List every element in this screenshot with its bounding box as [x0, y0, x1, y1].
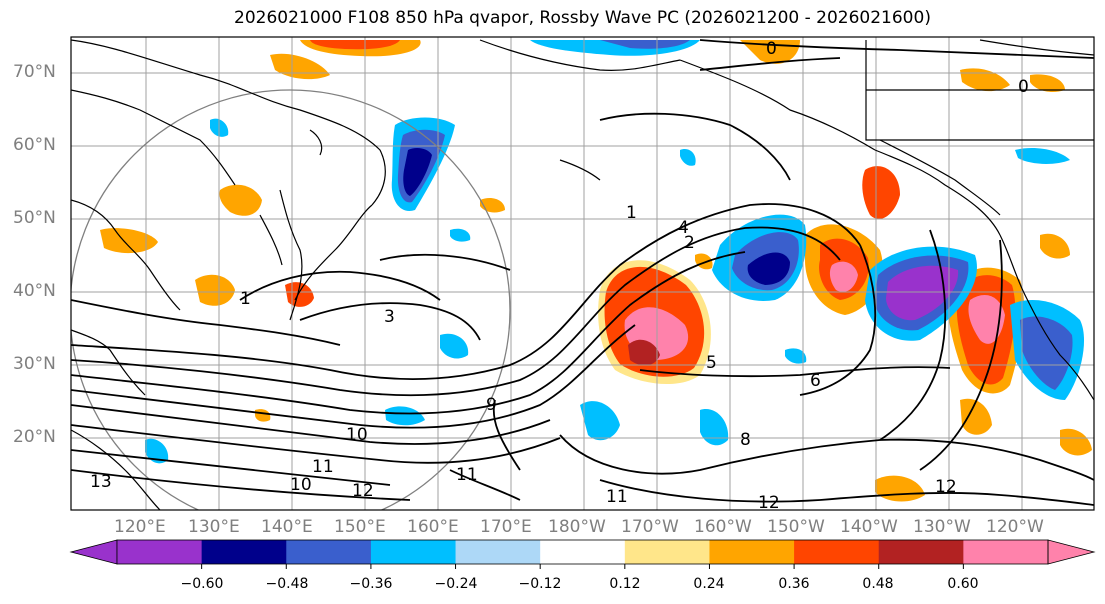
- colorbar-border: [116, 539, 1049, 565]
- contour-label: 1: [626, 203, 637, 223]
- contour-label: 12: [935, 477, 957, 497]
- contour-label: 6: [810, 371, 821, 391]
- lon-label: 140°E: [261, 517, 313, 537]
- lon-label: 160°E: [407, 517, 459, 537]
- contour-label: 8: [740, 430, 751, 450]
- map-title: 2026021000 F108 850 hPa qvapor, Rossby W…: [234, 8, 931, 28]
- lat-label: 70°N: [13, 62, 56, 82]
- lon-label: 150°W: [767, 517, 825, 537]
- colorbar-segment: [370, 540, 457, 564]
- lon-label: 120°E: [114, 517, 166, 537]
- lon-label: 130°E: [188, 517, 240, 537]
- colorbar-segment: [794, 540, 880, 564]
- colorbar-tick-label: −0.24: [434, 576, 478, 592]
- contour-label: 11: [312, 457, 334, 477]
- colorbar-tick-label: 0.60: [947, 576, 979, 592]
- lon-label: 140°W: [840, 517, 898, 537]
- colorbar-segment: [709, 540, 795, 564]
- contour-label: 9: [486, 395, 497, 415]
- colorbar-segment: [540, 540, 626, 564]
- colorbar-segment: [963, 540, 1049, 564]
- colorbar-tick-label: 0.36: [778, 576, 810, 592]
- contours: [71, 39, 1094, 506]
- colorbar-segment: [286, 540, 372, 564]
- colorbar-segment: [117, 540, 203, 564]
- contour-label: 13: [90, 472, 112, 492]
- lon-label: 120°W: [986, 517, 1044, 537]
- contour-label: 5: [706, 353, 717, 373]
- contour-label: 12: [352, 481, 374, 501]
- colorbar-tick-label: 0.48: [862, 576, 894, 592]
- lon-label: 160°W: [694, 517, 752, 537]
- lon-label: 150°E: [334, 517, 386, 537]
- colorbar-segment: [624, 540, 710, 564]
- colorbar-tick-label: −0.60: [180, 576, 224, 592]
- colorbar-arrow-right: [1047, 539, 1096, 565]
- map-border: [70, 36, 1095, 511]
- colorbar-tick-label: −0.48: [265, 576, 309, 592]
- graticule: [71, 37, 1094, 510]
- colorbar-segment: [878, 540, 964, 564]
- colorbar-tick-label: 0.24: [693, 576, 725, 592]
- contour-label: 1: [240, 289, 251, 309]
- contour-label: 11: [606, 487, 628, 507]
- colorbar-segment: [201, 540, 287, 564]
- contour-label: 0: [766, 39, 777, 59]
- lon-label: 130°W: [913, 517, 971, 537]
- lat-label: 40°N: [13, 281, 56, 301]
- colorbar-tick-label: −0.12: [518, 576, 562, 592]
- contour-label: 0: [1018, 77, 1029, 97]
- colorbar: [69, 539, 1096, 569]
- lon-label: 170°W: [621, 517, 679, 537]
- coastlines: [71, 39, 1094, 510]
- map-content: 0 0 1 1 2 3 4 5 6 8 9 10 10 11 11 11 12 …: [71, 37, 1094, 513]
- colorbar-tick-label: −0.36: [349, 576, 393, 592]
- lat-label: 30°N: [13, 354, 56, 374]
- contour-label: 4: [678, 218, 689, 238]
- lon-label: 180°W: [548, 517, 606, 537]
- lon-label: 170°E: [480, 517, 532, 537]
- colorbar-tick-label: 0.12: [609, 576, 641, 592]
- contour-label: 3: [384, 307, 395, 327]
- contour-label: 10: [290, 475, 312, 495]
- contour-label: 2: [684, 233, 695, 253]
- lat-label: 60°N: [13, 135, 56, 155]
- colorbar-arrow-left: [69, 539, 118, 565]
- contour-label: 10: [346, 425, 368, 445]
- contour-labels: 0 0 1 1 2 3 4 5 6 8 9 10 10 11 11 11 12 …: [90, 39, 1029, 513]
- region-circle: [71, 89, 511, 510]
- contour-label: 11: [456, 465, 478, 485]
- contour-label: 12: [758, 493, 780, 513]
- lat-label: 50°N: [13, 208, 56, 228]
- colorbar-segment: [455, 540, 541, 564]
- lat-label: 20°N: [13, 427, 56, 447]
